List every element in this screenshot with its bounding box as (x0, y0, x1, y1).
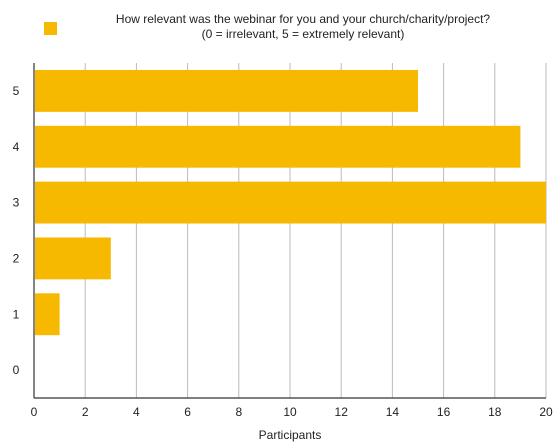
x-tick-label: 20 (539, 405, 553, 419)
y-tick-label: 1 (13, 307, 20, 321)
x-tick-label: 4 (133, 405, 140, 419)
legend-swatch (44, 22, 57, 35)
x-axis-title: Participants (259, 428, 322, 442)
x-tick-label: 14 (386, 405, 400, 419)
x-tick-label: 6 (184, 405, 191, 419)
legend-label-line-1: How relevant was the webinar for you and… (115, 12, 491, 26)
x-tick-label: 2 (82, 405, 89, 419)
legend-label: How relevant was the webinar for you and… (64, 12, 542, 42)
bar-3 (35, 181, 546, 224)
x-tick-label: 12 (335, 405, 349, 419)
x-tick-label: 0 (31, 405, 38, 419)
y-tick-label: 5 (13, 84, 20, 98)
y-tick-label: 2 (13, 251, 20, 265)
x-tick-labels: 0 2 4 6 8 10 12 14 16 18 20 (31, 405, 553, 419)
legend-label-line-2: (0 = irrelevant, 5 = extremely relevant) (201, 27, 405, 41)
bar-1 (35, 293, 60, 336)
y-tick-label: 4 (13, 140, 20, 154)
bar-4 (35, 125, 521, 168)
x-tick-label: 10 (283, 405, 297, 419)
y-tick-labels: 0 1 2 3 4 5 (13, 84, 20, 377)
bar-2 (35, 237, 111, 280)
legend: How relevant was the webinar for you and… (0, 8, 558, 48)
x-tick-label: 16 (437, 405, 451, 419)
y-tick-label: 3 (13, 196, 20, 210)
axes (33, 63, 546, 399)
bar-5 (35, 69, 418, 112)
x-tick-label: 8 (235, 405, 242, 419)
bars (35, 69, 546, 336)
grid-lines (84, 63, 547, 398)
y-tick-label: 0 (13, 363, 20, 377)
x-tick-label: 18 (488, 405, 502, 419)
